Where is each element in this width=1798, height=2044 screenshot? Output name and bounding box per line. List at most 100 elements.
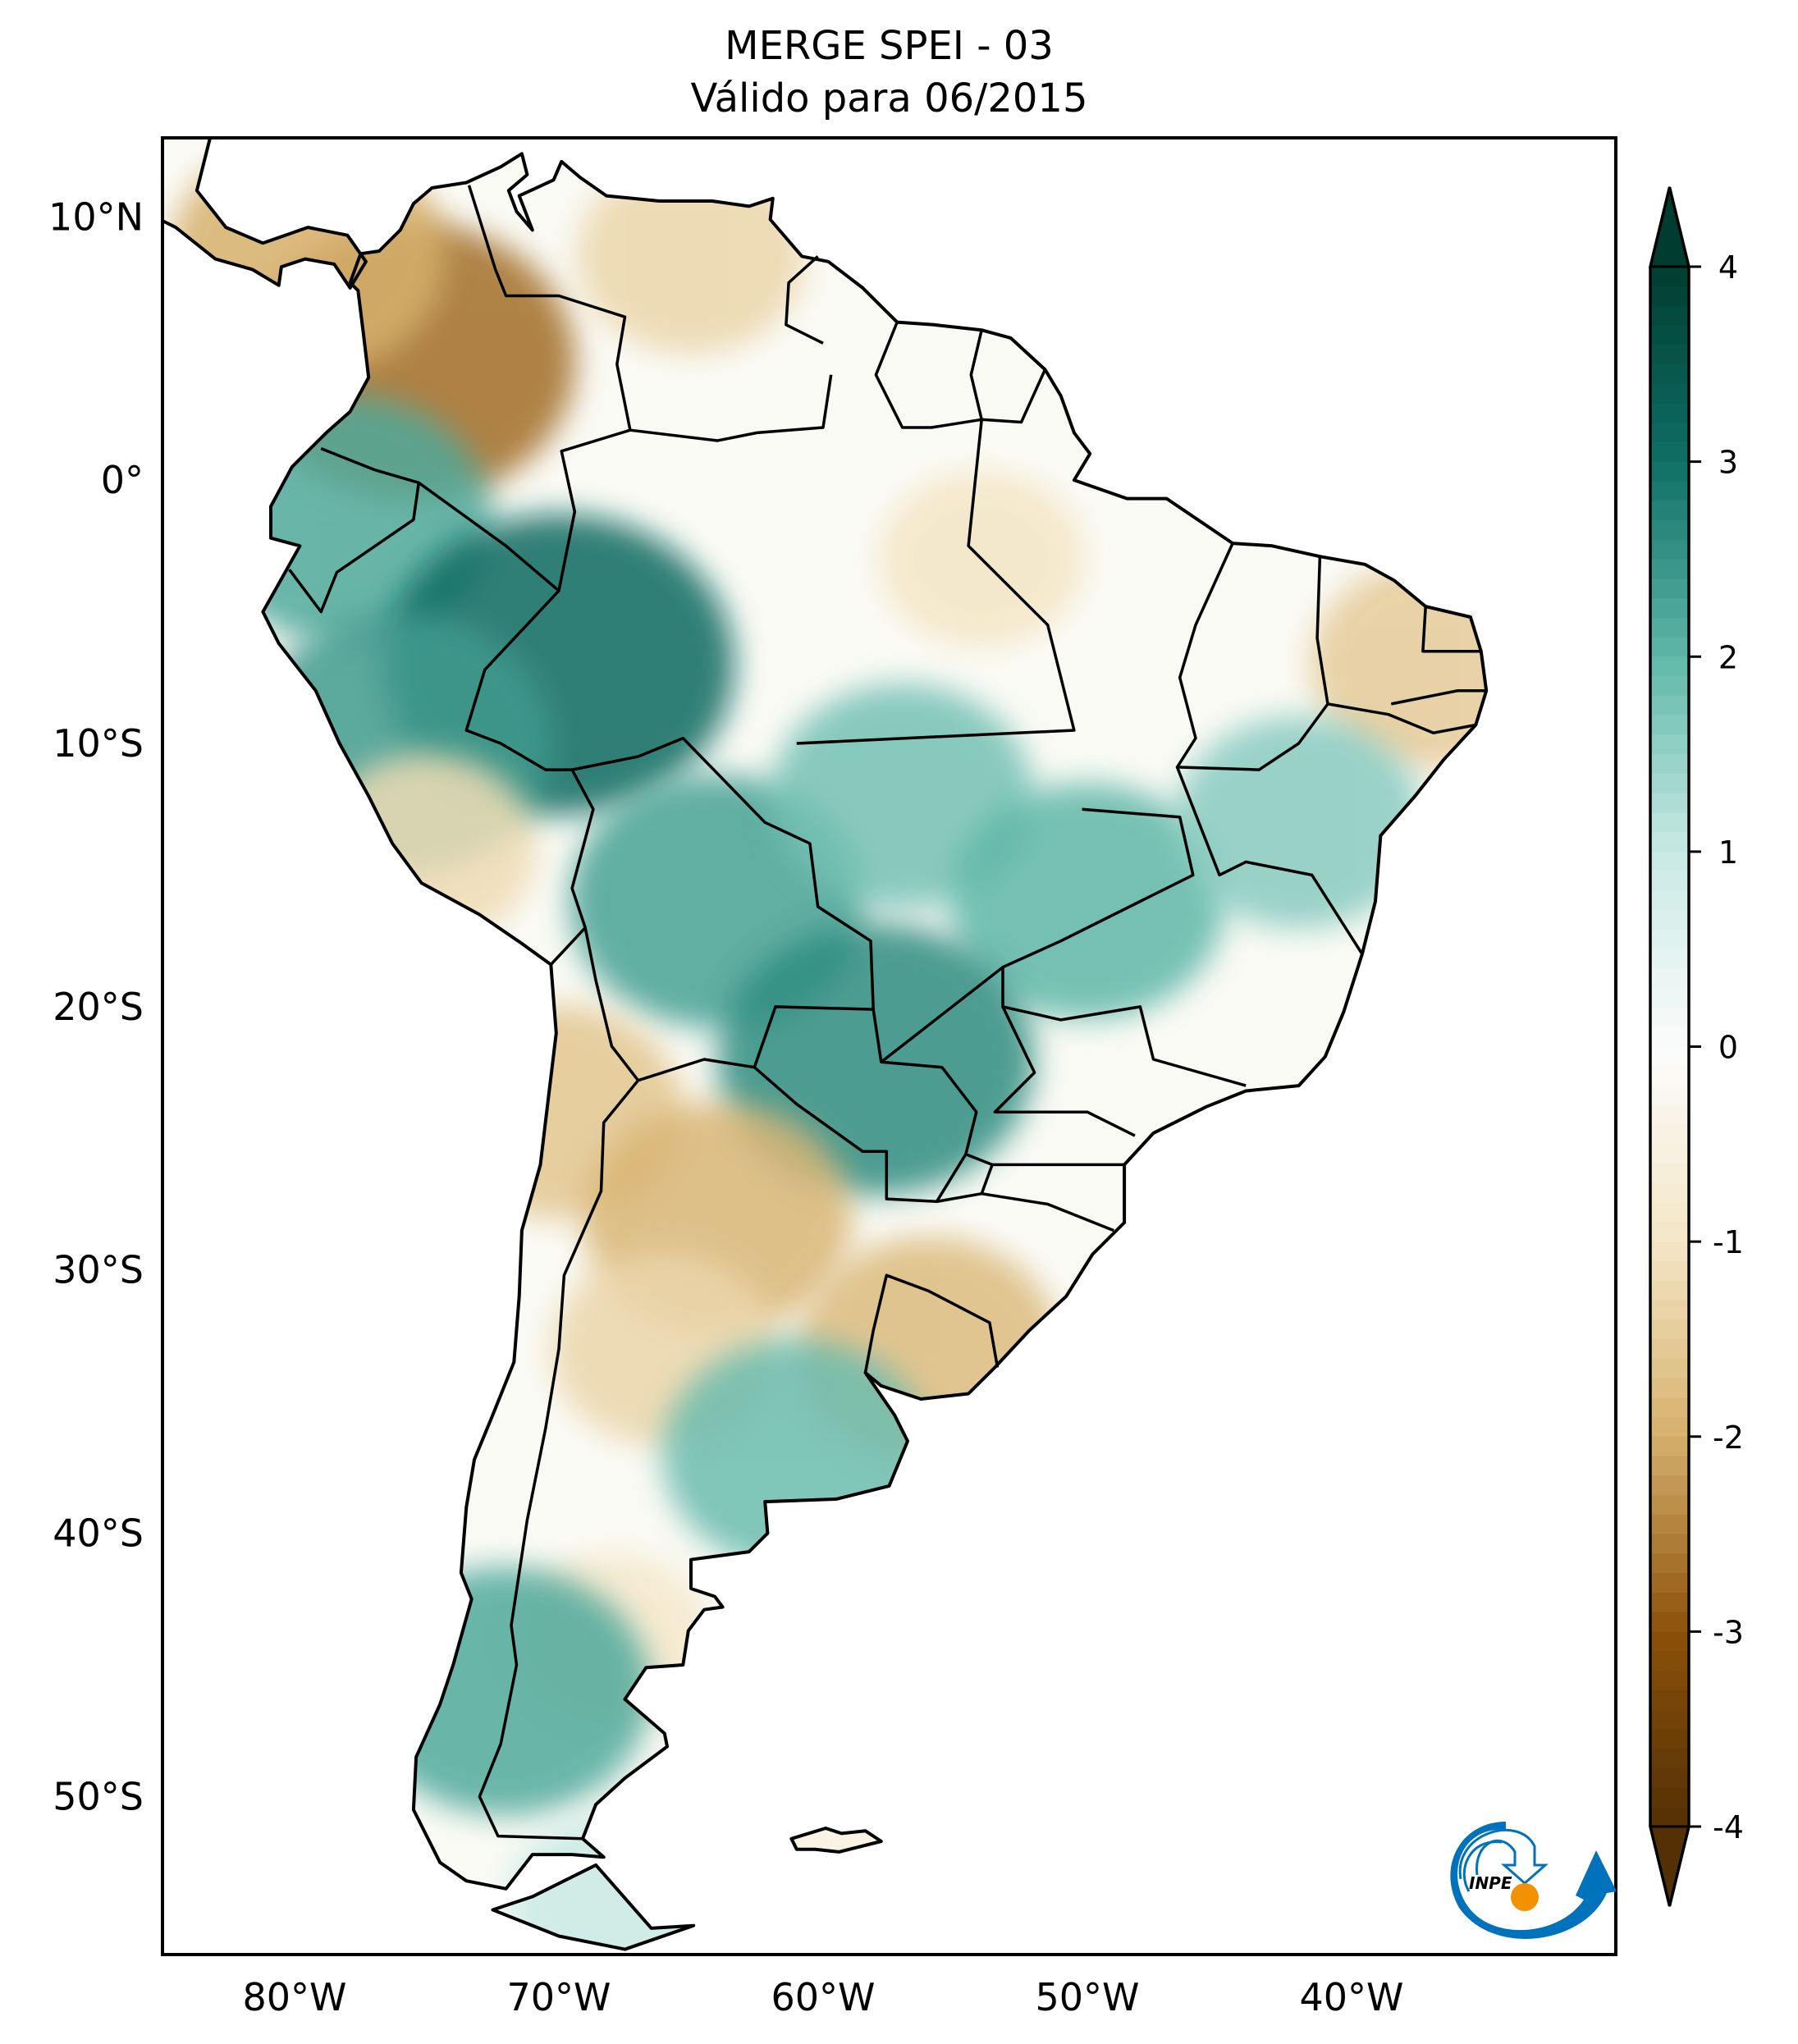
colorbar-segment <box>1650 423 1689 443</box>
colorbar-segment <box>1650 578 1689 599</box>
colorbar-segment <box>1650 1164 1689 1184</box>
colorbar-segment <box>1650 539 1689 560</box>
colorbar-segment <box>1650 890 1689 911</box>
colorbar-tick-label: 2 <box>1718 639 1738 675</box>
colorbar-segment <box>1650 1709 1689 1730</box>
logo-swoosh-icon <box>1450 1822 1617 1939</box>
colorbar-segment <box>1650 1534 1689 1554</box>
longitude-tick-label: 50°W <box>1035 1975 1139 2019</box>
country-border <box>467 185 632 592</box>
colorbar-segment <box>1650 364 1689 385</box>
colorbar-segment <box>1650 1651 1689 1671</box>
colorbar-segment <box>1650 1378 1689 1398</box>
colorbar-tick-label: 0 <box>1718 1030 1738 1066</box>
colorbar-segment <box>1650 1124 1689 1145</box>
country-border <box>863 1273 1000 1374</box>
colorbar-segment <box>1650 1787 1689 1808</box>
colorbar-segment <box>1650 325 1689 345</box>
latitude-tick-label: 30°S <box>53 1248 144 1292</box>
latitude-tick-label: 20°S <box>53 985 144 1029</box>
colorbar-segment <box>1650 851 1689 872</box>
spei-anomaly-region <box>361 1566 651 1816</box>
coastline <box>162 138 368 290</box>
colorbar-tick-label: -1 <box>1713 1224 1744 1260</box>
colorbar-segment <box>1650 403 1689 423</box>
colorbar-segment <box>1650 1612 1689 1632</box>
colorbar-extend-max <box>1649 186 1690 268</box>
spei-anomaly-region <box>662 1338 931 1570</box>
spei-anomaly-region <box>763 1767 936 1915</box>
colorbar-segment <box>1650 519 1689 541</box>
colorbar-segment <box>1650 1514 1689 1535</box>
country-border <box>1175 766 1364 955</box>
colorbar-segment <box>1650 383 1689 404</box>
colorbar-segment <box>1650 1690 1689 1711</box>
country-border <box>874 321 982 429</box>
country-border <box>418 481 595 966</box>
colorbar-segment <box>1650 949 1689 970</box>
country-border <box>993 1006 1136 1137</box>
latitude-tick-label: 10°N <box>48 194 144 239</box>
colorbar-segment <box>1650 1456 1689 1476</box>
latitude-tick-label: 40°S <box>53 1511 144 1556</box>
colorbar-segment <box>1650 1202 1689 1223</box>
spei-anomaly-region <box>508 1813 716 1950</box>
colorbar-segment <box>1650 929 1689 950</box>
spei-anomaly-region <box>1174 716 1423 929</box>
country-border <box>796 419 1076 745</box>
latitude-tick-label: 50°S <box>53 1775 144 1819</box>
colorbar-segment <box>1650 1086 1689 1106</box>
colorbar-segment <box>1650 1104 1689 1126</box>
colorbar-segment <box>1650 968 1689 989</box>
colorbar-segment <box>1650 559 1689 579</box>
colorbar-segment <box>1650 1495 1689 1516</box>
colorbar-segment <box>1650 1144 1689 1164</box>
colorbar-segment <box>1650 1475 1689 1496</box>
colorbar-segment <box>1650 1027 1689 1048</box>
country-border <box>1421 606 1481 653</box>
longitude-tick-label: 60°W <box>771 1975 875 2019</box>
colorbar-segment <box>1650 832 1689 853</box>
colorbar-extend-min <box>1649 1825 1690 1907</box>
spei-anomaly-region <box>1310 560 1487 768</box>
country-border <box>478 1079 639 1841</box>
colorbar-segment <box>1650 1573 1689 1594</box>
country-border <box>1390 689 1487 706</box>
colorbar-segment <box>1650 1007 1689 1028</box>
colorbar-segment <box>1650 286 1689 307</box>
colorbar-segment <box>1650 305 1689 326</box>
coastline <box>491 1863 696 1951</box>
colorbar-segment <box>1650 1748 1689 1769</box>
colorbar-segment <box>1650 1397 1689 1418</box>
colorbar-segment <box>1650 1182 1689 1204</box>
colorbar-segment <box>1650 1553 1689 1574</box>
colorbar-segment <box>1650 617 1689 638</box>
chart-title: MERGE SPEI - 03 <box>725 23 1054 69</box>
colorbar-segment <box>1650 1416 1689 1438</box>
colorbar-segment <box>1650 481 1689 501</box>
colorbar-segment <box>1650 1300 1689 1320</box>
colorbar-segment <box>1650 676 1689 697</box>
colorbar-tick-label: -4 <box>1713 1809 1744 1845</box>
colorbar-tick-label: 3 <box>1718 445 1738 481</box>
colorbar-segment <box>1650 793 1689 813</box>
country-border <box>288 446 421 614</box>
country-border <box>629 374 833 442</box>
longitude-tick-label: 80°W <box>242 1975 346 2019</box>
spei-field <box>162 138 1487 1950</box>
spei-anomaly-region <box>316 754 538 944</box>
colorbar-segment <box>1650 1807 1689 1827</box>
latitude-axis: 10°N 0° 10°S 20°S 30°S 40°S 50°S <box>48 194 144 1818</box>
country-borders <box>162 138 1489 1951</box>
colorbar-segment <box>1650 734 1689 755</box>
colorbar-segment <box>1650 1280 1689 1301</box>
country-border <box>880 966 1004 1063</box>
colorbar-segment <box>1650 910 1689 931</box>
colorbar-segment <box>1650 461 1689 482</box>
colorbar: 4 3 2 1 0 -1 -2 -3 -4 <box>1649 186 1744 1907</box>
country-border <box>1327 702 1476 734</box>
chart-subtitle: Válido para 06/2015 <box>690 75 1088 121</box>
colorbar-segment <box>1650 1358 1689 1379</box>
longitude-axis: 80°W 70°W 60°W 50°W 40°W <box>242 1975 1403 2019</box>
